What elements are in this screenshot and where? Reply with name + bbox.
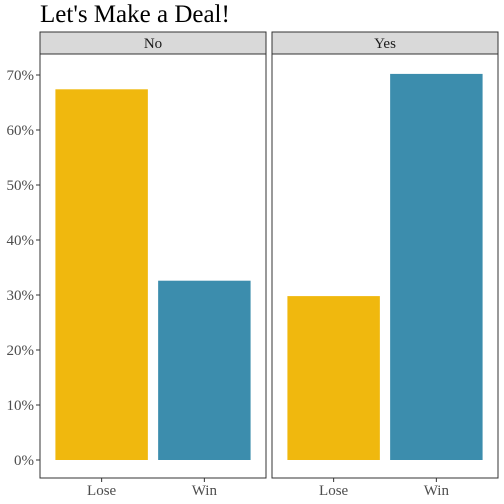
facet-panel-yes: Yes Lose Win xyxy=(271,31,499,499)
y-tick-label: 30% xyxy=(7,288,35,304)
facet-panel-no: No Lose Win xyxy=(39,31,267,499)
facet-strip-label: No xyxy=(144,36,162,52)
y-tick-label: 70% xyxy=(7,68,35,84)
facet-strip-label: Yes xyxy=(374,36,396,52)
y-tick-label: 10% xyxy=(7,398,35,414)
y-tick-label: 40% xyxy=(7,233,35,249)
chart-title: Let's Make a Deal! xyxy=(40,1,230,28)
bar-yes-lose xyxy=(287,296,380,460)
x-tick-label: Lose xyxy=(87,483,117,499)
x-tick-label: Win xyxy=(424,483,450,499)
y-tick-label: 20% xyxy=(7,343,35,359)
x-tick-label: Lose xyxy=(319,483,349,499)
y-tick-label: 50% xyxy=(7,178,35,194)
y-tick-label: 0% xyxy=(14,453,34,469)
y-tick-label: 60% xyxy=(7,123,35,139)
bar-no-win xyxy=(158,280,251,460)
bar-yes-win xyxy=(390,73,483,461)
bar-no-lose xyxy=(55,89,148,461)
x-tick-label: Win xyxy=(192,483,218,499)
